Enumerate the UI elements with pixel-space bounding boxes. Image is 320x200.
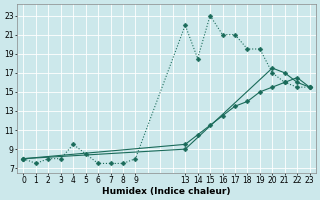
X-axis label: Humidex (Indice chaleur): Humidex (Indice chaleur)	[102, 187, 231, 196]
